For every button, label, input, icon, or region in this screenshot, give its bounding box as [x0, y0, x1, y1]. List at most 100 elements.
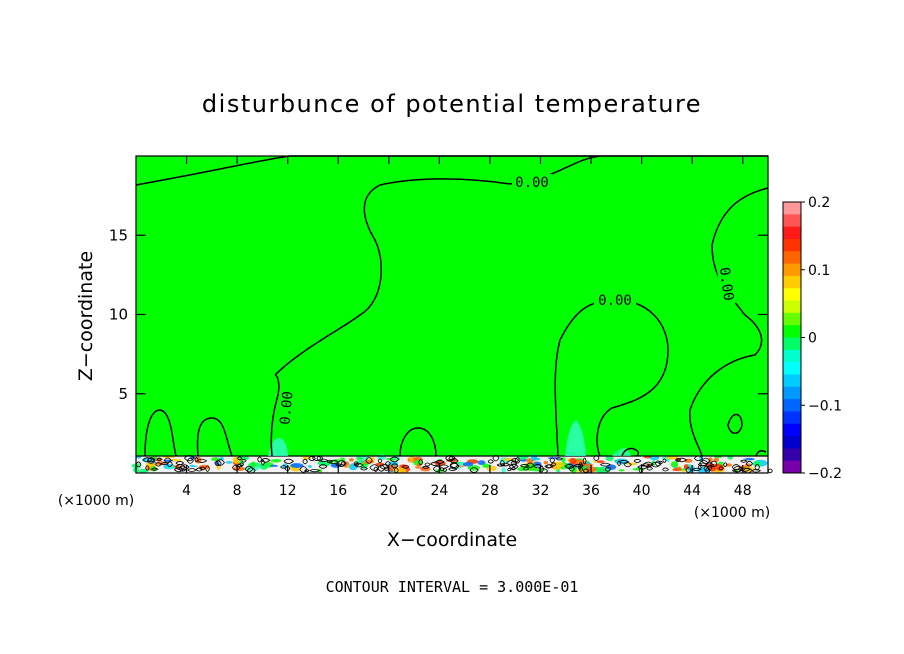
band-contour — [377, 458, 383, 464]
band-contour — [638, 467, 644, 474]
band-blob — [752, 460, 762, 467]
band-blob — [605, 455, 614, 462]
colorbar-swatch — [783, 312, 801, 326]
band-contour — [604, 466, 612, 472]
band-contour — [160, 462, 169, 466]
band-contour — [337, 460, 347, 467]
band-contour — [533, 464, 543, 469]
band-contour — [568, 466, 575, 472]
band-contour — [449, 462, 460, 470]
band-contour — [231, 464, 241, 471]
band-contour — [187, 468, 197, 473]
colorbar: 0.2 0.1 0 −0.1 −0.2 — [782, 195, 842, 482]
band-contour — [751, 469, 762, 473]
contour-label-bg — [276, 387, 296, 429]
band-contour — [564, 463, 575, 469]
x-tick-label: 12 — [279, 483, 297, 499]
band-blob — [614, 458, 629, 465]
contour-label-bg — [716, 262, 738, 305]
x-tick-label: 24 — [430, 483, 448, 499]
contour-line — [196, 417, 233, 457]
band-blob — [251, 461, 256, 468]
contour-line — [621, 447, 640, 457]
band-blob — [414, 466, 422, 469]
band-contour — [175, 464, 186, 471]
band-blob — [348, 458, 354, 462]
band-blob — [270, 459, 282, 463]
colorbar-swatch — [783, 362, 801, 375]
band-contour — [146, 457, 156, 464]
band-blob — [569, 457, 577, 465]
band-contour — [175, 461, 185, 466]
band-blob — [727, 455, 734, 460]
colorbar-tick-label: −0.2 — [808, 466, 842, 482]
colorbar-swatch — [783, 436, 801, 449]
band-blob — [596, 460, 605, 464]
band-contour — [309, 468, 321, 473]
band-blob — [409, 455, 414, 463]
band-contour — [432, 465, 442, 472]
colorbar-tick-label: −0.1 — [808, 398, 842, 414]
x-tick-label: 32 — [532, 483, 550, 499]
colorbar-tick-label: 0.2 — [808, 195, 830, 211]
band-blob — [713, 457, 720, 463]
contour-line — [270, 374, 280, 457]
band-contour — [156, 457, 162, 462]
band-contour — [205, 465, 210, 472]
contour-line — [727, 413, 743, 434]
colorbar-swatch — [783, 337, 801, 351]
contour-label: 0.00 — [716, 266, 737, 302]
colorbar-swatch — [783, 238, 801, 252]
contour-label-bg — [594, 292, 636, 308]
colorbar-swatch — [783, 460, 801, 474]
band-contour — [257, 456, 263, 463]
band-contour — [199, 466, 206, 471]
colorbar-swatch — [783, 386, 801, 400]
colorbar-swatch — [783, 263, 801, 277]
contour-interval: CONTOUR INTERVAL = 3.000E-01 — [326, 578, 579, 596]
contour-line — [399, 427, 437, 457]
band-contour — [578, 462, 583, 469]
band-contour — [328, 460, 340, 465]
band-contour — [214, 460, 222, 467]
band-contour — [244, 465, 254, 473]
band-blob — [477, 460, 486, 466]
band-contour — [151, 467, 159, 471]
band-blob — [543, 460, 549, 465]
band-blob — [211, 457, 220, 462]
band-contour — [389, 456, 400, 463]
band-contour — [633, 458, 642, 463]
x-tick-label: 44 — [683, 483, 701, 499]
contour-label: 0.00 — [278, 391, 297, 426]
band-contour — [424, 462, 431, 467]
band-contour — [487, 459, 494, 464]
band-blob — [556, 469, 561, 473]
band-contour — [662, 458, 667, 463]
band-contour — [723, 462, 728, 468]
colorbar-swatch — [783, 251, 801, 265]
plot-area: 0.00 0.00 0.00 0.00 4 8 12 16 20 24 28 32 36 40 44… — [109, 155, 773, 499]
band-blob — [623, 464, 628, 468]
band-contour — [692, 467, 702, 472]
band-blob — [290, 467, 302, 472]
band-contour — [600, 462, 612, 467]
band-contour — [302, 458, 308, 465]
band-blob — [349, 463, 358, 471]
band-contour — [496, 463, 506, 467]
contour-label-bg — [512, 174, 552, 190]
band-contour — [401, 464, 410, 469]
band-contour — [499, 460, 505, 467]
colorbar-swatch — [783, 214, 801, 228]
y-axis-label: Z−coordinate — [75, 251, 97, 381]
band-blob — [165, 466, 177, 469]
colorbar-swatch — [783, 448, 801, 462]
band-contour — [740, 459, 748, 463]
band-contour — [308, 456, 316, 461]
x-tick-label: 36 — [582, 483, 600, 499]
band-blob — [593, 460, 598, 463]
band-blob — [744, 457, 755, 461]
contour-label: 0.00 — [598, 293, 632, 309]
band-contour — [194, 456, 199, 463]
band-blob — [416, 463, 422, 467]
band-contour — [549, 457, 556, 463]
